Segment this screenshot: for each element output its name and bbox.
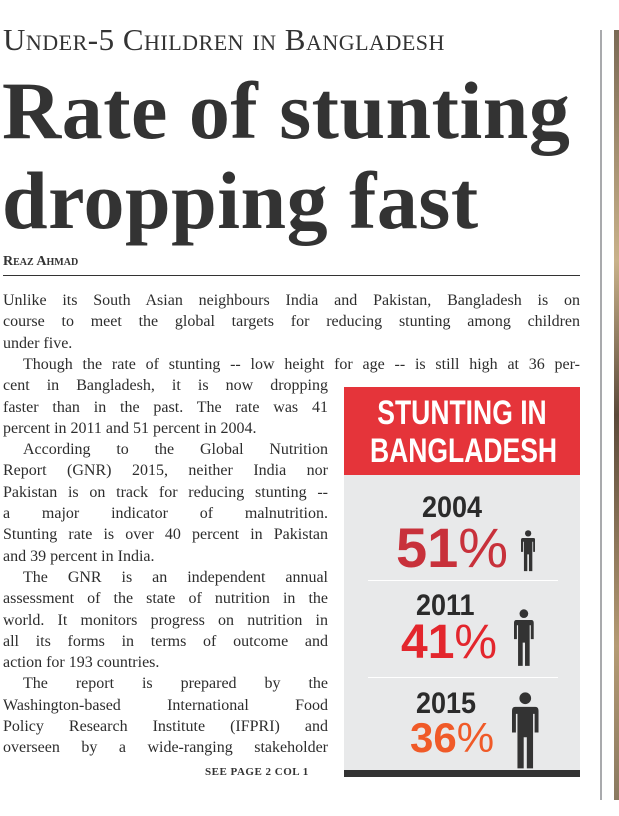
text-line: Report (GNR) 2015, neither India nor — [3, 462, 328, 480]
person-icon — [512, 692, 539, 769]
entry-value: 51 — [396, 516, 459, 579]
kicker: Under-5 Children in Bangladesh — [3, 22, 445, 57]
entry-unit: % — [456, 714, 495, 761]
text-line: Pakistan is on track for reducing stunti… — [3, 483, 328, 501]
text-line: overseen by a wide-ranging stakeholder — [3, 739, 328, 757]
divider — [368, 677, 558, 678]
text-line: Policy Research Institute (IFPRI) and — [3, 718, 328, 735]
text-line: Washington-based International Food — [3, 696, 328, 714]
text-line: action for 193 countries. — [3, 654, 160, 672]
text-line: The GNR is an independent annual — [23, 568, 328, 586]
continued-note: SEE PAGE 2 COL 1 — [205, 766, 309, 778]
entry-unit: % — [458, 516, 509, 579]
text-line: The report is prepared by the — [23, 675, 328, 693]
entry-unit: % — [454, 616, 498, 669]
entry-percent: 51% — [396, 520, 508, 576]
infobox-title-line-2: BANGLADESH — [369, 432, 558, 470]
entry-year: 2011 — [416, 589, 475, 622]
text-line: According to the Global Nutrition — [23, 441, 328, 459]
person-icon — [514, 609, 534, 666]
byline-rule — [3, 275, 580, 276]
text-line: a major indicator of malnutrition. — [3, 505, 328, 522]
infobox: STUNTING IN BANGLADESH 2004 51% 2011 41% 201… — [344, 387, 580, 777]
infobox-bottom-bar — [344, 770, 580, 777]
divider — [368, 580, 558, 581]
text-line: Stunting rate is over 40 percent in Paki… — [3, 526, 328, 544]
column-divider — [600, 30, 602, 800]
text-line: cent in Bangladesh, it is now dropping — [3, 377, 328, 395]
entry-value: 41 — [401, 616, 455, 669]
infobox-title-line-1: STUNTING IN — [377, 394, 547, 432]
text-line: assessment of the state of nutrition in … — [3, 590, 328, 608]
infobox-header: STUNTING IN BANGLADESH — [344, 387, 580, 475]
text-line: course to meet the global targets for re… — [3, 313, 580, 331]
entry-percent: 41% — [401, 619, 497, 667]
text-line: faster than in the past. The rate was 41 — [3, 398, 328, 416]
text-line: all its forms in terms of outcome and — [3, 632, 328, 650]
text-line: and 39 percent in India. — [3, 547, 155, 565]
text-line: under five. — [3, 334, 73, 352]
text-line: Unlike its South Asian neighbours India … — [3, 292, 580, 309]
text-line: Though the rate of stunting -- low heigh… — [23, 355, 580, 373]
entry-percent: 36% — [410, 717, 494, 759]
headline-line-1: Rate of stunting — [2, 65, 571, 156]
text-line: world. It monitors progress on nutrition… — [3, 611, 328, 629]
entry-year: 2015 — [416, 687, 477, 720]
person-icon — [521, 530, 536, 572]
text-line: percent in 2011 and 51 percent in 2004. — [3, 419, 257, 437]
entry-year: 2004 — [422, 491, 483, 524]
headline-line-2: dropping fast — [2, 155, 479, 246]
adjacent-photo-edge — [614, 30, 619, 800]
entry-value: 36 — [410, 714, 457, 761]
byline: Reaz Ahmad — [3, 254, 79, 269]
